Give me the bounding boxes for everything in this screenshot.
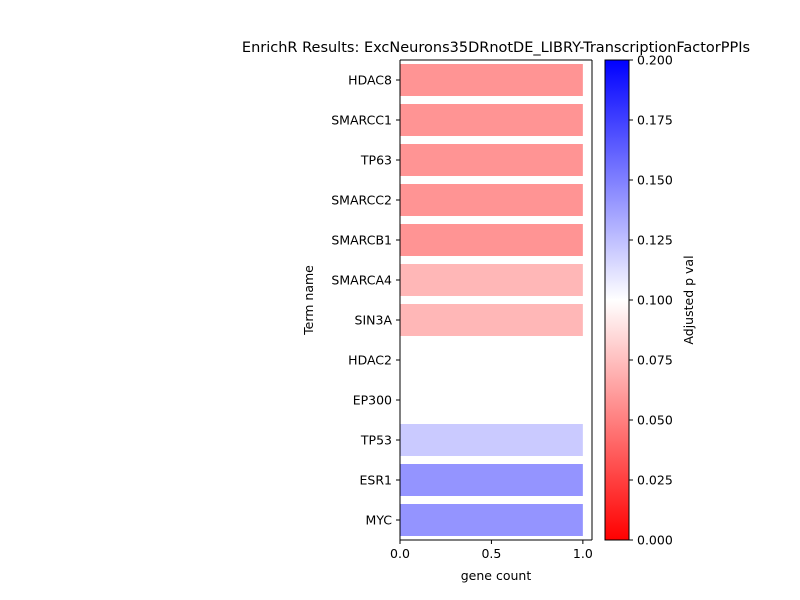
y-tick-label-smarcc1: SMARCC1 bbox=[331, 113, 392, 128]
y-tick-label-smarcb1: SMARCB1 bbox=[331, 233, 392, 248]
colorbar-tick-label: 0.150 bbox=[637, 173, 673, 188]
colorbar-tick-label: 0.025 bbox=[637, 473, 673, 488]
bar-myc bbox=[400, 504, 583, 536]
y-tick-label-hdac2: HDAC2 bbox=[348, 353, 392, 368]
colorbar-tick-label: 0.200 bbox=[637, 53, 673, 68]
y-tick-label-ep300: EP300 bbox=[353, 393, 392, 408]
colorbar-tick-label: 0.100 bbox=[637, 293, 673, 308]
y-tick-label-sin3a: SIN3A bbox=[355, 313, 393, 328]
bar-hdac8 bbox=[400, 64, 583, 96]
x-axis-label: gene count bbox=[461, 568, 532, 583]
y-tick-label-tp63: TP63 bbox=[360, 153, 392, 168]
bar-tp53 bbox=[400, 424, 583, 456]
chart-title: EnrichR Results: ExcNeurons35DRnotDE_LIB… bbox=[242, 40, 750, 56]
x-tick-label: 1.0 bbox=[573, 546, 593, 561]
y-tick-label-smarcc2: SMARCC2 bbox=[331, 193, 392, 208]
bar-hdac2 bbox=[400, 344, 583, 376]
bar-tp63 bbox=[400, 144, 583, 176]
y-axis-label: Term name bbox=[301, 265, 316, 336]
bar-smarca4 bbox=[400, 264, 583, 296]
bar-smarcc1 bbox=[400, 104, 583, 136]
y-tick-label-esr1: ESR1 bbox=[360, 473, 392, 488]
colorbar-label: Adjusted p val bbox=[681, 255, 696, 344]
x-ticks: 0.0 0.5 1.0 bbox=[390, 540, 593, 561]
y-tick-label-myc: MYC bbox=[366, 513, 393, 528]
bar-ep300 bbox=[400, 384, 583, 416]
colorbar-tick-label: 0.075 bbox=[637, 353, 673, 368]
y-tick-label-hdac8: HDAC8 bbox=[348, 73, 392, 88]
x-tick-label: 0.0 bbox=[390, 546, 410, 561]
x-tick-label: 0.5 bbox=[481, 546, 501, 561]
bar-smarcc2 bbox=[400, 184, 583, 216]
plot-area bbox=[400, 60, 592, 540]
bar-sin3a bbox=[400, 304, 583, 336]
y-tick-label-smarca4: SMARCA4 bbox=[331, 273, 392, 288]
colorbar-tick-label: 0.050 bbox=[637, 413, 673, 428]
colorbar bbox=[604, 59, 630, 541]
colorbar-tick-label: 0.175 bbox=[637, 113, 673, 128]
bar-esr1 bbox=[400, 464, 583, 496]
y-tick-label-tp53: TP53 bbox=[360, 433, 392, 448]
y-tick-labels: HDAC8 SMARCC1 TP63 SMARCC2 SMARCB1 SMARCA4 SIN… bbox=[331, 73, 400, 528]
bar-group bbox=[400, 64, 583, 536]
colorbar-tick-label: 0.125 bbox=[637, 233, 673, 248]
bar-smarcb1 bbox=[400, 224, 583, 256]
colorbar-ticks: 0.000 0.025 0.050 0.075 0.100 0.125 0.150 0.175… bbox=[629, 53, 673, 548]
colorbar-tick-label: 0.000 bbox=[637, 533, 673, 548]
